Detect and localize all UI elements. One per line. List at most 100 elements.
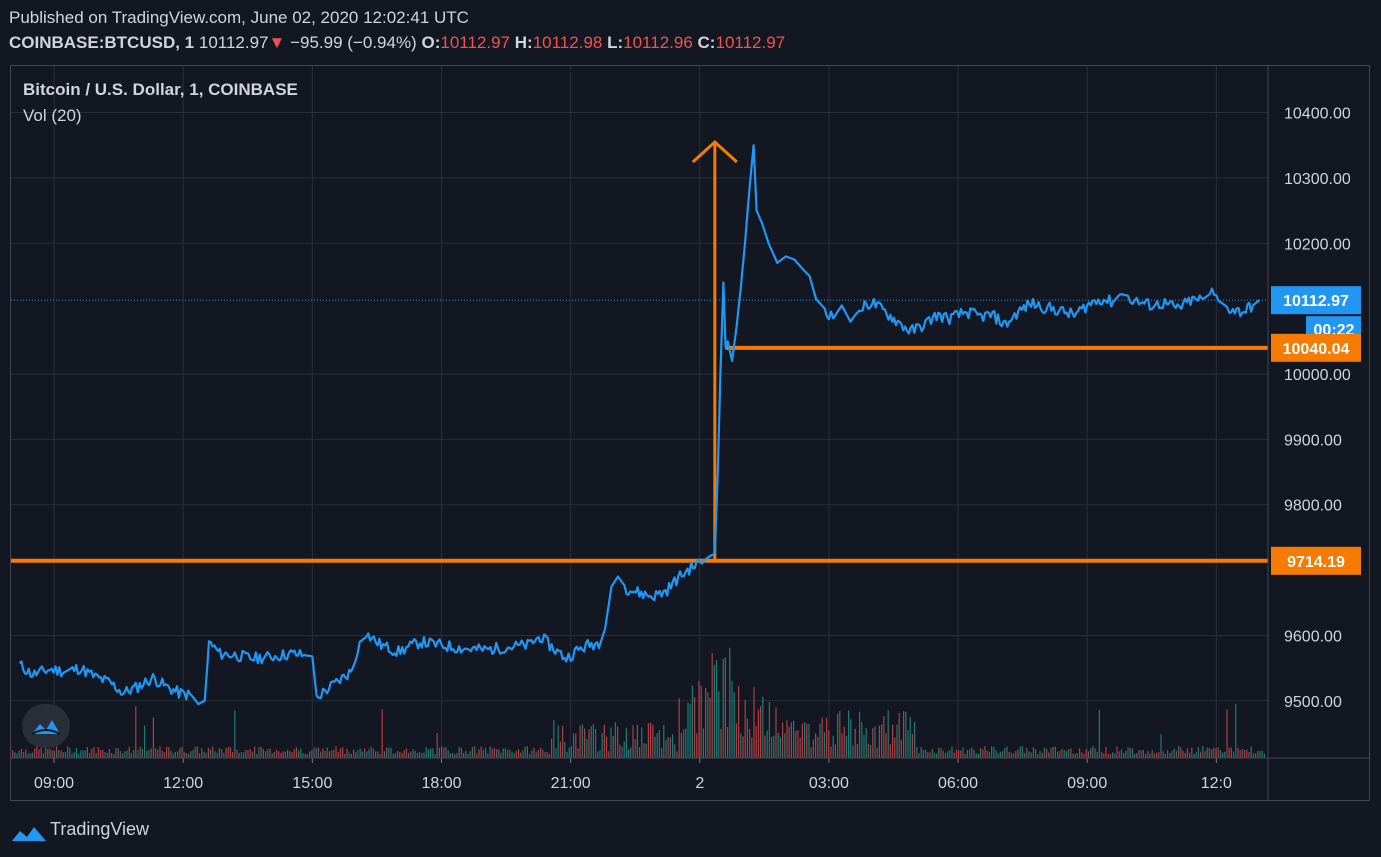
volume-bar xyxy=(302,753,304,758)
volume-bar xyxy=(1233,751,1235,758)
footer-brand[interactable]: TradingView xyxy=(10,817,149,852)
volume-bar xyxy=(383,751,385,758)
volume-bar xyxy=(38,749,40,758)
volume-bar xyxy=(716,660,718,758)
volume-bar xyxy=(388,747,390,758)
volume-bar xyxy=(489,746,491,758)
volume-bar xyxy=(524,746,526,758)
volume-bar xyxy=(619,744,621,758)
volume-bar xyxy=(476,753,478,758)
volume-bar xyxy=(416,752,418,758)
low-label: L: xyxy=(607,33,624,52)
chart-frame[interactable] xyxy=(10,65,1370,801)
volume-bar xyxy=(177,751,179,758)
volume-bar xyxy=(878,725,880,758)
volume-bar xyxy=(907,730,909,758)
volume-bar xyxy=(839,710,841,758)
volume-bar xyxy=(647,723,649,758)
volume-bar xyxy=(744,700,746,758)
tradingview-logo-icon[interactable] xyxy=(22,704,70,748)
volume-bar xyxy=(900,739,902,758)
volume-bar xyxy=(713,664,715,758)
volume-bar xyxy=(1109,753,1111,758)
volume-bar xyxy=(810,747,812,758)
x-tick-label: 15:00 xyxy=(292,775,332,792)
volume-bar xyxy=(150,748,152,758)
volume-bar xyxy=(958,750,960,758)
volume-bar xyxy=(1230,747,1232,758)
volume-bar xyxy=(1178,746,1180,758)
volume-bar xyxy=(315,747,317,758)
volume-bar xyxy=(738,685,740,758)
volume-bar xyxy=(465,750,467,758)
volume-bar xyxy=(148,749,150,758)
y-tick-label: 10400.00 xyxy=(1284,106,1351,123)
volume-bar xyxy=(661,747,663,758)
volume-bar xyxy=(603,724,605,758)
volume-bar xyxy=(889,744,891,758)
volume-bar xyxy=(1037,753,1039,758)
volume-bar xyxy=(1195,752,1197,758)
volume-bar xyxy=(753,686,755,758)
volume-bar xyxy=(1208,748,1210,758)
volume-bar xyxy=(18,750,20,758)
volume-bar xyxy=(731,681,733,758)
volume-bar xyxy=(1246,749,1248,758)
volume-bar xyxy=(438,747,440,758)
volume-bar xyxy=(537,750,539,758)
volume-bar xyxy=(1171,750,1173,758)
volume-bar xyxy=(1032,747,1034,758)
volume-bar xyxy=(1237,747,1239,758)
volume-bar xyxy=(309,751,311,758)
volume-bar xyxy=(111,753,113,758)
volume-bar xyxy=(498,749,500,758)
volume-bar xyxy=(64,751,66,758)
volume-bar xyxy=(1015,750,1017,758)
last-price: 10112.97 xyxy=(198,33,269,52)
volume-bar xyxy=(1140,750,1142,758)
volume-bar xyxy=(485,747,487,758)
volume-bar xyxy=(432,748,434,758)
volume-bar xyxy=(1145,753,1147,758)
volume-bar xyxy=(746,718,748,758)
volume-bar xyxy=(643,743,645,758)
volume-bar xyxy=(773,735,775,758)
volume-bar xyxy=(412,749,414,758)
volume-bar xyxy=(1116,746,1118,758)
volume-bar xyxy=(909,716,911,758)
volume-bar xyxy=(104,752,106,758)
volume-bar xyxy=(203,751,205,758)
volume-bar xyxy=(1202,746,1204,758)
volume-bar xyxy=(1261,750,1263,758)
volume-bar xyxy=(168,747,170,758)
volume-bar xyxy=(511,751,513,758)
volume-bar xyxy=(1041,752,1043,758)
volume-bar xyxy=(163,752,165,758)
volume-bar xyxy=(1021,746,1023,758)
volume-bar xyxy=(597,751,599,758)
volume-bar xyxy=(667,736,669,758)
volume-bar xyxy=(876,747,878,758)
volume-bar xyxy=(370,746,372,758)
volume-bar xyxy=(157,749,159,758)
volume-bar xyxy=(331,750,333,758)
volume-bar xyxy=(784,733,786,758)
volume-bar xyxy=(306,753,308,758)
last-price-tag: 10112.97 xyxy=(1283,293,1349,310)
volume-bar xyxy=(980,748,982,758)
volume-bar xyxy=(933,752,935,758)
volume-bar xyxy=(199,753,201,758)
volume-bar xyxy=(894,737,896,758)
volume-bar xyxy=(1250,746,1252,758)
volume-bar xyxy=(214,751,216,758)
open-value: 10112.97 xyxy=(440,33,511,52)
volume-bar xyxy=(113,753,115,758)
volume-bar xyxy=(720,728,722,758)
volume-bar xyxy=(966,750,968,758)
volume-bar xyxy=(601,732,603,758)
volume-bar xyxy=(269,748,271,758)
volume-bar xyxy=(86,746,88,758)
volume-bar xyxy=(821,717,823,758)
volume-bar xyxy=(940,747,942,758)
